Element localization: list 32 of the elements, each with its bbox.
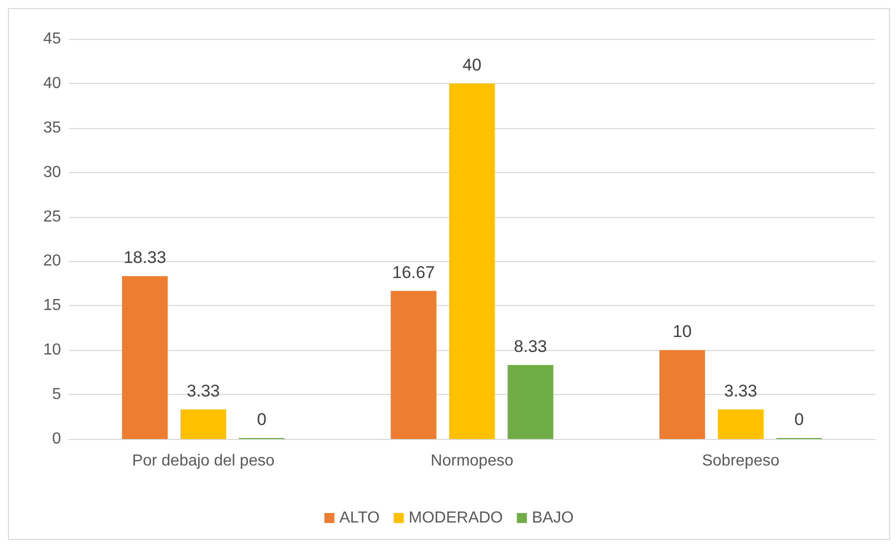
data-label: 10 <box>672 322 692 342</box>
legend-label: BAJO <box>532 510 574 526</box>
x-tick-label: Sobrepeso <box>702 452 780 470</box>
data-label: 0 <box>257 410 267 429</box>
y-tick-label: 5 <box>52 386 62 404</box>
y-tick-label: 20 <box>43 252 62 270</box>
legend-label: ALTO <box>339 510 380 526</box>
bar <box>449 83 495 439</box>
y-tick-label: 10 <box>43 342 62 359</box>
data-label: 16.67 <box>392 262 435 282</box>
x-tick-label: Por debajo del peso <box>132 452 275 470</box>
bar <box>122 276 168 439</box>
legend-label: MODERADO <box>408 510 503 526</box>
data-label: 8.33 <box>514 336 548 356</box>
y-tick-label: 40 <box>43 74 62 92</box>
y-tick-label: 30 <box>43 164 62 181</box>
bar <box>508 364 554 439</box>
y-tick-label: 25 <box>43 208 62 226</box>
bar <box>718 409 764 439</box>
bar <box>659 350 706 439</box>
y-tick-label: 35 <box>43 119 62 136</box>
y-tick-label: 45 <box>43 30 62 48</box>
data-label: 3.33 <box>724 381 758 400</box>
data-label: 40 <box>462 55 482 74</box>
x-tick-label: Normopeso <box>430 452 514 470</box>
bar <box>390 290 436 439</box>
data-label: 0 <box>794 410 804 429</box>
data-label: 18.33 <box>124 248 166 268</box>
y-tick-label: 0 <box>52 430 62 448</box>
y-tick-label: 15 <box>43 297 62 314</box>
data-label: 3.33 <box>186 381 220 400</box>
bar <box>180 409 226 439</box>
